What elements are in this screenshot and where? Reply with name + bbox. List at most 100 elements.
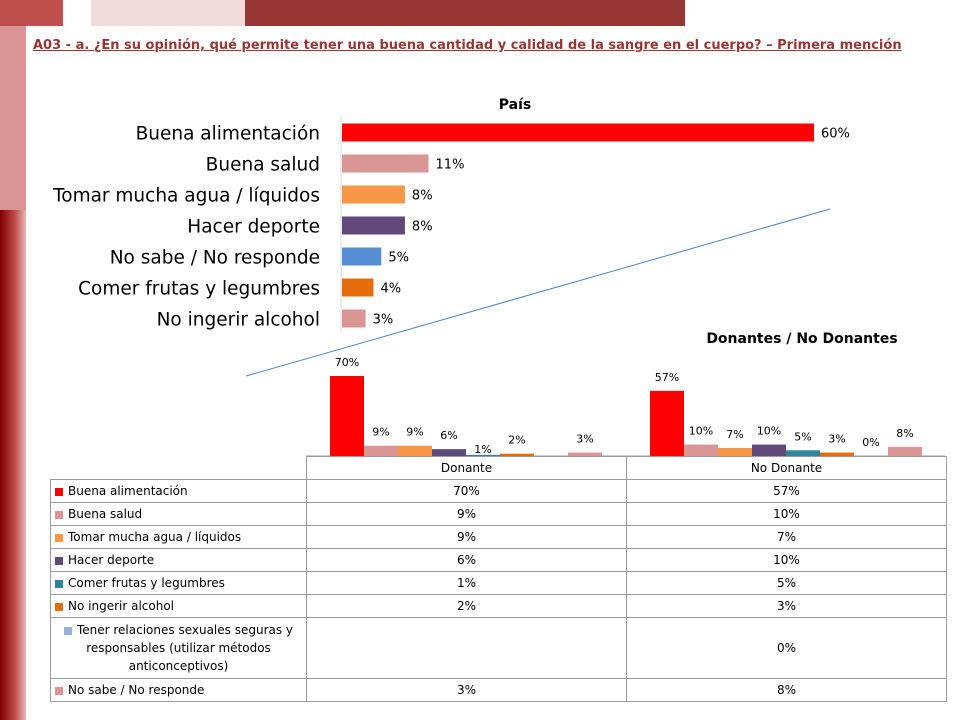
category-label-buena-salud: Buena salud bbox=[206, 155, 320, 176]
table-cell: 0% bbox=[626, 617, 947, 679]
data-label-tomar-mucha-agua-liquidos: 8% bbox=[412, 189, 433, 204]
table-cell: 5% bbox=[626, 571, 947, 595]
legend-label: Tomar mucha agua / líquidos bbox=[68, 530, 242, 544]
table-cell bbox=[306, 617, 627, 679]
bar-no-donante-tomar-mucha-agua-liquidos bbox=[718, 448, 752, 456]
data-label-no-donante-buena-salud: 10% bbox=[689, 425, 713, 438]
data-label-no-donante-comer-frutas-y-legumbres: 5% bbox=[794, 430, 811, 443]
legend-swatch bbox=[55, 533, 63, 542]
table-cell: 3% bbox=[306, 678, 627, 702]
connector-line bbox=[245, 208, 831, 377]
side-decor-bar-2 bbox=[0, 210, 26, 720]
table-cell: 57% bbox=[626, 479, 947, 503]
legend-label: Buena alimentación bbox=[68, 484, 188, 498]
header-decor-bar-4 bbox=[245, 0, 685, 26]
bar-no-donante-comer-frutas-y-legumbres bbox=[786, 450, 820, 456]
data-table: Donante No Donante Buena alimentación 70… bbox=[50, 456, 947, 702]
bar-no-ingerir-alcohol bbox=[342, 309, 366, 328]
legend-label: Comer frutas y legumbres bbox=[68, 576, 225, 590]
table-cell: 70% bbox=[306, 479, 627, 503]
table-cell: 10% bbox=[626, 548, 947, 572]
table-cell: 7% bbox=[626, 525, 947, 549]
bar-donante-hacer-deporte bbox=[432, 449, 466, 456]
legend-label: Buena salud bbox=[68, 507, 143, 521]
table-cell: 1% bbox=[306, 571, 627, 595]
table-cell: 6% bbox=[306, 548, 627, 572]
category-label-tomar-mucha-agua-liquidos: Tomar mucha agua / líquidos bbox=[52, 186, 320, 207]
category-label-hacer-deporte: Hacer deporte bbox=[187, 217, 320, 238]
bar-tomar-mucha-agua-liquidos bbox=[342, 185, 405, 204]
table-row: Tener relaciones sexuales seguras y resp… bbox=[50, 617, 947, 679]
legend-item: Buena salud bbox=[50, 502, 307, 526]
table-cell: 10% bbox=[626, 502, 947, 526]
bar-donante-no-ingerir-alcohol bbox=[500, 453, 534, 456]
legend-label: No ingerir alcohol bbox=[68, 599, 174, 613]
data-label-no-donante-no-sabe-no-responde: 8% bbox=[896, 427, 913, 440]
table-header-row: Donante No Donante bbox=[50, 456, 947, 480]
category-label-comer-frutas-y-legumbres: Comer frutas y legumbres bbox=[78, 279, 320, 300]
table-cell: 9% bbox=[306, 525, 627, 549]
chart-title-donantes: Donantes / No Donantes bbox=[706, 331, 897, 347]
table-header-no-donante: No Donante bbox=[626, 456, 947, 480]
data-label-no-sabe-no-responde: 5% bbox=[388, 251, 409, 266]
legend-swatch bbox=[63, 626, 72, 635]
bar-donante-buena-salud bbox=[364, 445, 398, 456]
data-label-donante-tomar-mucha-agua-liquidos: 9% bbox=[406, 426, 423, 439]
bar-no-sabe-no-responde bbox=[342, 247, 382, 266]
data-label-no-donante-no-ingerir-alcohol: 3% bbox=[828, 433, 845, 446]
header-decor-bar-2 bbox=[63, 0, 91, 26]
bar-no-donante-no-ingerir-alcohol bbox=[820, 452, 854, 456]
legend-item: Tomar mucha agua / líquidos bbox=[50, 525, 307, 549]
category-label-no-sabe-no-responde: No sabe / No responde bbox=[110, 248, 320, 269]
bar-no-donante-hacer-deporte bbox=[752, 444, 786, 456]
data-label-no-donante-tomar-mucha-agua-liquidos: 7% bbox=[726, 428, 743, 441]
table-row: Hacer deporte 6% 10% bbox=[50, 548, 947, 572]
legend-item: No sabe / No responde bbox=[50, 678, 307, 702]
legend-swatch bbox=[55, 510, 63, 519]
legend-item: No ingerir alcohol bbox=[50, 594, 307, 618]
bar-donante-tomar-mucha-agua-liquidos bbox=[398, 445, 432, 456]
data-label-donante-buena-salud: 9% bbox=[372, 426, 389, 439]
legend-item: Tener relaciones sexuales seguras y resp… bbox=[50, 617, 307, 679]
bar-no-donante-buena-alimentacion bbox=[650, 390, 684, 456]
data-label-no-donante-hacer-deporte: 10% bbox=[757, 425, 781, 438]
legend-item: Comer frutas y legumbres bbox=[50, 571, 307, 595]
bar-buena-salud bbox=[342, 154, 429, 173]
data-label-comer-frutas-y-legumbres: 4% bbox=[380, 282, 401, 297]
legend-label: Hacer deporte bbox=[68, 553, 155, 567]
legend-swatch bbox=[55, 487, 63, 496]
page-title: A03 - a. ¿En su opinión, qué permite ten… bbox=[33, 38, 902, 53]
legend-swatch bbox=[55, 686, 63, 695]
table-row: Comer frutas y legumbres 1% 5% bbox=[50, 571, 947, 595]
category-label-no-ingerir-alcohol: No ingerir alcohol bbox=[157, 310, 320, 331]
table-row: No ingerir alcohol 2% 3% bbox=[50, 594, 947, 618]
legend-swatch bbox=[55, 579, 63, 588]
data-label-buena-alimentacion: 60% bbox=[821, 127, 850, 142]
data-label-hacer-deporte: 8% bbox=[412, 220, 433, 235]
data-label-donante-hacer-deporte: 6% bbox=[440, 429, 457, 442]
table-row: Buena salud 9% 10% bbox=[50, 502, 947, 526]
header-decor-bar-1 bbox=[0, 0, 63, 26]
data-label-donante-no-sabe-no-responde: 3% bbox=[576, 433, 593, 446]
bar-no-donante-no-sabe-no-responde bbox=[888, 446, 922, 456]
table-row: Tomar mucha agua / líquidos 9% 7% bbox=[50, 525, 947, 549]
table-header-donante: Donante bbox=[306, 456, 627, 480]
data-label-donante-comer-frutas-y-legumbres: 1% bbox=[474, 443, 491, 456]
table-cell: 2% bbox=[306, 594, 627, 618]
chart-title-pais: País bbox=[499, 97, 531, 113]
pais-chart: Buena alimentación 60% Buena salud 11% Tomar… bbox=[52, 123, 850, 331]
legend-item: Hacer deporte bbox=[50, 548, 307, 572]
legend-label: Tener relaciones sexuales seguras y resp… bbox=[76, 623, 294, 673]
bar-donante-buena-alimentacion bbox=[330, 376, 364, 456]
table-cell: 9% bbox=[306, 502, 627, 526]
header-decor-bar-3 bbox=[91, 0, 245, 26]
data-label-no-donante-buena-alimentacion: 57% bbox=[655, 371, 679, 384]
bar-donante-comer-frutas-y-legumbres bbox=[466, 454, 500, 456]
data-label-buena-salud: 11% bbox=[436, 158, 465, 173]
category-label-buena-alimentacion: Buena alimentación bbox=[136, 124, 320, 145]
legend-label: No sabe / No responde bbox=[68, 683, 205, 697]
legend-item: Buena alimentación bbox=[50, 479, 307, 503]
table-corner bbox=[50, 456, 307, 480]
data-label-no-donante-tener-relaciones-sexuales-seguras-y-responsables-utilizar-metodos-anticonceptivos: 0% bbox=[862, 436, 879, 449]
data-label-donante-no-ingerir-alcohol: 2% bbox=[508, 434, 525, 447]
